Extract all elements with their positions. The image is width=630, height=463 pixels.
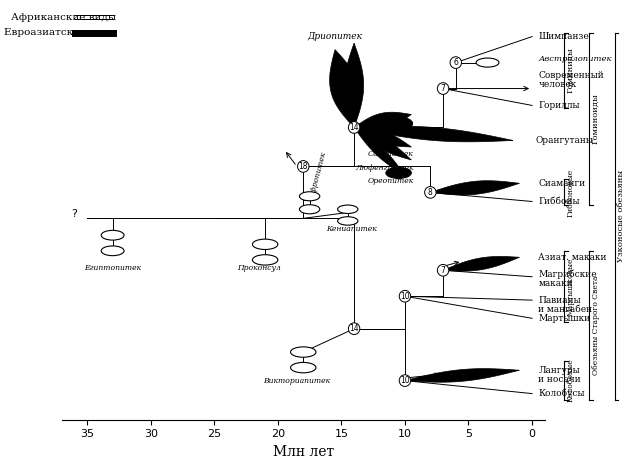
Text: Мартышковые: Мартышковые — [566, 257, 574, 316]
Polygon shape — [354, 126, 513, 142]
Ellipse shape — [101, 246, 124, 256]
Circle shape — [437, 83, 449, 94]
Ellipse shape — [299, 192, 320, 201]
Text: Сивапитек: Сивапитек — [368, 150, 414, 157]
Text: Люфенгпитек: Люфенгпитек — [355, 164, 414, 172]
Ellipse shape — [384, 117, 413, 130]
Text: 10: 10 — [400, 292, 410, 301]
Text: Гиббоны: Гиббоны — [539, 197, 580, 206]
Circle shape — [437, 264, 449, 276]
Text: Гоминоиды: Гоминоиды — [592, 94, 600, 144]
Text: 7: 7 — [440, 266, 445, 275]
Text: ?: ? — [72, 209, 77, 219]
Ellipse shape — [476, 58, 499, 67]
Text: Колобусы: Колобусы — [539, 389, 585, 398]
Ellipse shape — [101, 231, 124, 240]
Circle shape — [399, 290, 411, 302]
X-axis label: Млн лет: Млн лет — [273, 445, 334, 459]
Text: Проконсул: Проконсул — [237, 264, 280, 272]
Text: Азиат. макаки: Азиат. макаки — [539, 253, 607, 262]
Text: Австралопитек: Австралопитек — [539, 55, 612, 63]
Text: Викториапитек: Викториапитек — [263, 377, 331, 385]
Text: Сиаманги: Сиаманги — [539, 179, 586, 188]
Text: Гориллы: Гориллы — [539, 101, 580, 110]
Text: Дриопитек: Дриопитек — [307, 31, 362, 41]
Ellipse shape — [299, 205, 320, 214]
Text: макаки: макаки — [539, 279, 573, 288]
Text: 14: 14 — [349, 324, 359, 333]
Ellipse shape — [290, 363, 316, 373]
Text: Афропитек: Афропитек — [309, 151, 328, 199]
Text: Египтопитек: Египтопитек — [84, 264, 141, 272]
Circle shape — [425, 187, 436, 198]
Circle shape — [297, 161, 309, 172]
Text: Обезьяны Старого Света: Обезьяны Старого Света — [592, 275, 600, 375]
Polygon shape — [329, 50, 360, 127]
Text: Ореопитек: Ореопитек — [367, 177, 414, 185]
Ellipse shape — [253, 239, 278, 250]
Polygon shape — [443, 257, 519, 271]
Text: Мартышки: Мартышки — [539, 314, 590, 323]
Text: Современный: Современный — [539, 71, 604, 80]
Text: Орангутаны: Орангутаны — [536, 136, 593, 145]
Circle shape — [450, 57, 462, 69]
Circle shape — [348, 323, 360, 335]
Ellipse shape — [290, 347, 316, 357]
Polygon shape — [354, 127, 405, 175]
Text: человек: человек — [539, 80, 576, 89]
Ellipse shape — [386, 168, 411, 178]
Text: 14: 14 — [349, 123, 359, 132]
Text: Кениапитек: Кениапитек — [326, 225, 377, 233]
Text: Евроазиатские виды: Евроазиатские виды — [4, 28, 117, 37]
Text: Гоминиды: Гоминиды — [566, 48, 574, 93]
Ellipse shape — [338, 205, 358, 213]
Text: 8: 8 — [428, 188, 433, 197]
Text: Африканские виды: Африканские виды — [11, 13, 117, 22]
Text: Лангуры: Лангуры — [539, 366, 580, 375]
Text: Колобовые: Колобовые — [566, 359, 574, 402]
Text: Уранопитек: Уранопитек — [357, 124, 408, 131]
Circle shape — [399, 375, 411, 387]
Circle shape — [348, 122, 360, 133]
Text: 7: 7 — [440, 84, 445, 93]
Text: Магрибские: Магрибские — [539, 269, 597, 279]
Text: 18: 18 — [299, 162, 308, 171]
Polygon shape — [405, 369, 519, 382]
Text: Шимпанзе: Шимпанзе — [539, 32, 589, 41]
Polygon shape — [354, 127, 411, 160]
Polygon shape — [354, 127, 411, 147]
Ellipse shape — [338, 217, 358, 225]
Polygon shape — [345, 43, 364, 127]
Text: 10: 10 — [400, 376, 410, 385]
Text: Павианы: Павианы — [539, 296, 581, 305]
Text: Гиббоновые: Гиббоновые — [566, 168, 574, 217]
Text: и мангабен: и мангабен — [539, 305, 592, 314]
Polygon shape — [430, 181, 519, 195]
Polygon shape — [354, 112, 411, 130]
Text: и носачи: и носачи — [539, 375, 581, 384]
Text: 6: 6 — [454, 58, 458, 67]
Ellipse shape — [253, 255, 278, 265]
Text: Узконосые обезьяны: Узконосые обезьяны — [617, 170, 625, 263]
